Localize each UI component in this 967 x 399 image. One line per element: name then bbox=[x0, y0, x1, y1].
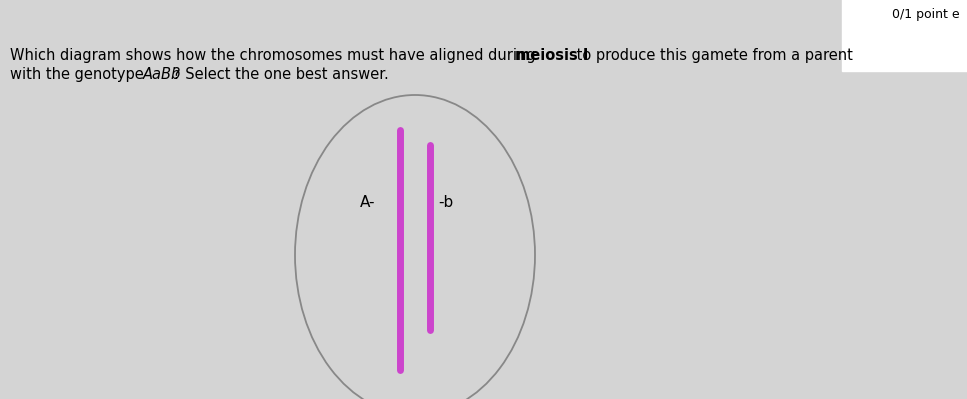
Text: with the genotype: with the genotype bbox=[10, 67, 148, 82]
Text: AaBb: AaBb bbox=[143, 67, 181, 82]
Text: A-: A- bbox=[360, 195, 375, 210]
Text: to produce this gamete from a parent: to produce this gamete from a parent bbox=[572, 48, 853, 63]
Text: Which diagram shows how the chromosomes must have aligned during: Which diagram shows how the chromosomes … bbox=[10, 48, 541, 63]
Text: 0/1 point e: 0/1 point e bbox=[893, 8, 960, 21]
Text: ? Select the one best answer.: ? Select the one best answer. bbox=[173, 67, 389, 82]
Text: meiosis I: meiosis I bbox=[515, 48, 588, 63]
Text: -b: -b bbox=[438, 195, 454, 210]
